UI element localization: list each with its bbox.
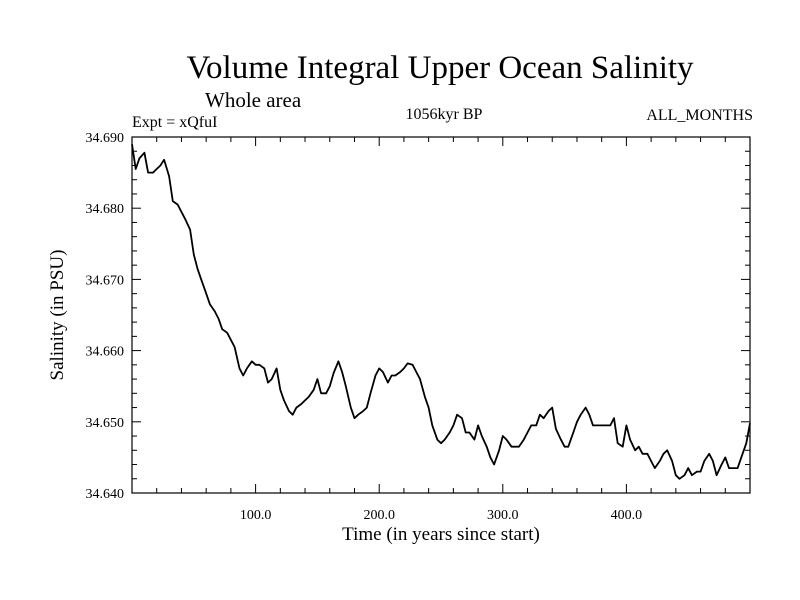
series-line-salinity bbox=[131, 143, 751, 480]
y-tick-label: 34.670 bbox=[86, 273, 125, 288]
axis-tick-labels: 100.0 200.0 300.0 400.0 34.640 34.650 34.660 34… bbox=[86, 131, 643, 523]
experiment-label: Expt = xQfuI bbox=[132, 114, 218, 131]
y-tick-label: 34.680 bbox=[86, 202, 125, 217]
x-tick-label: 300.0 bbox=[487, 508, 519, 523]
y-tick-label: 34.690 bbox=[86, 131, 125, 146]
period-label: 1056kyr BP bbox=[405, 106, 483, 123]
chart-title: Volume Integral Upper Ocean Salinity bbox=[186, 50, 694, 86]
plot-frame bbox=[131, 136, 751, 494]
chart-subtitle: Whole area bbox=[205, 88, 302, 112]
y-axis-label: Salinity (in PSU) bbox=[47, 250, 68, 381]
y-tick-label: 34.660 bbox=[86, 345, 125, 360]
y-tick-label: 34.640 bbox=[86, 487, 125, 502]
x-tick-label: 200.0 bbox=[363, 508, 395, 523]
x-tick-label: 100.0 bbox=[240, 508, 272, 523]
axis-ticks bbox=[132, 137, 750, 493]
x-axis-label: Time (in years since start) bbox=[342, 524, 540, 545]
y-tick-label: 34.650 bbox=[86, 416, 125, 431]
x-tick-label: 400.0 bbox=[611, 508, 643, 523]
months-label: ALL_MONTHS bbox=[646, 107, 753, 124]
